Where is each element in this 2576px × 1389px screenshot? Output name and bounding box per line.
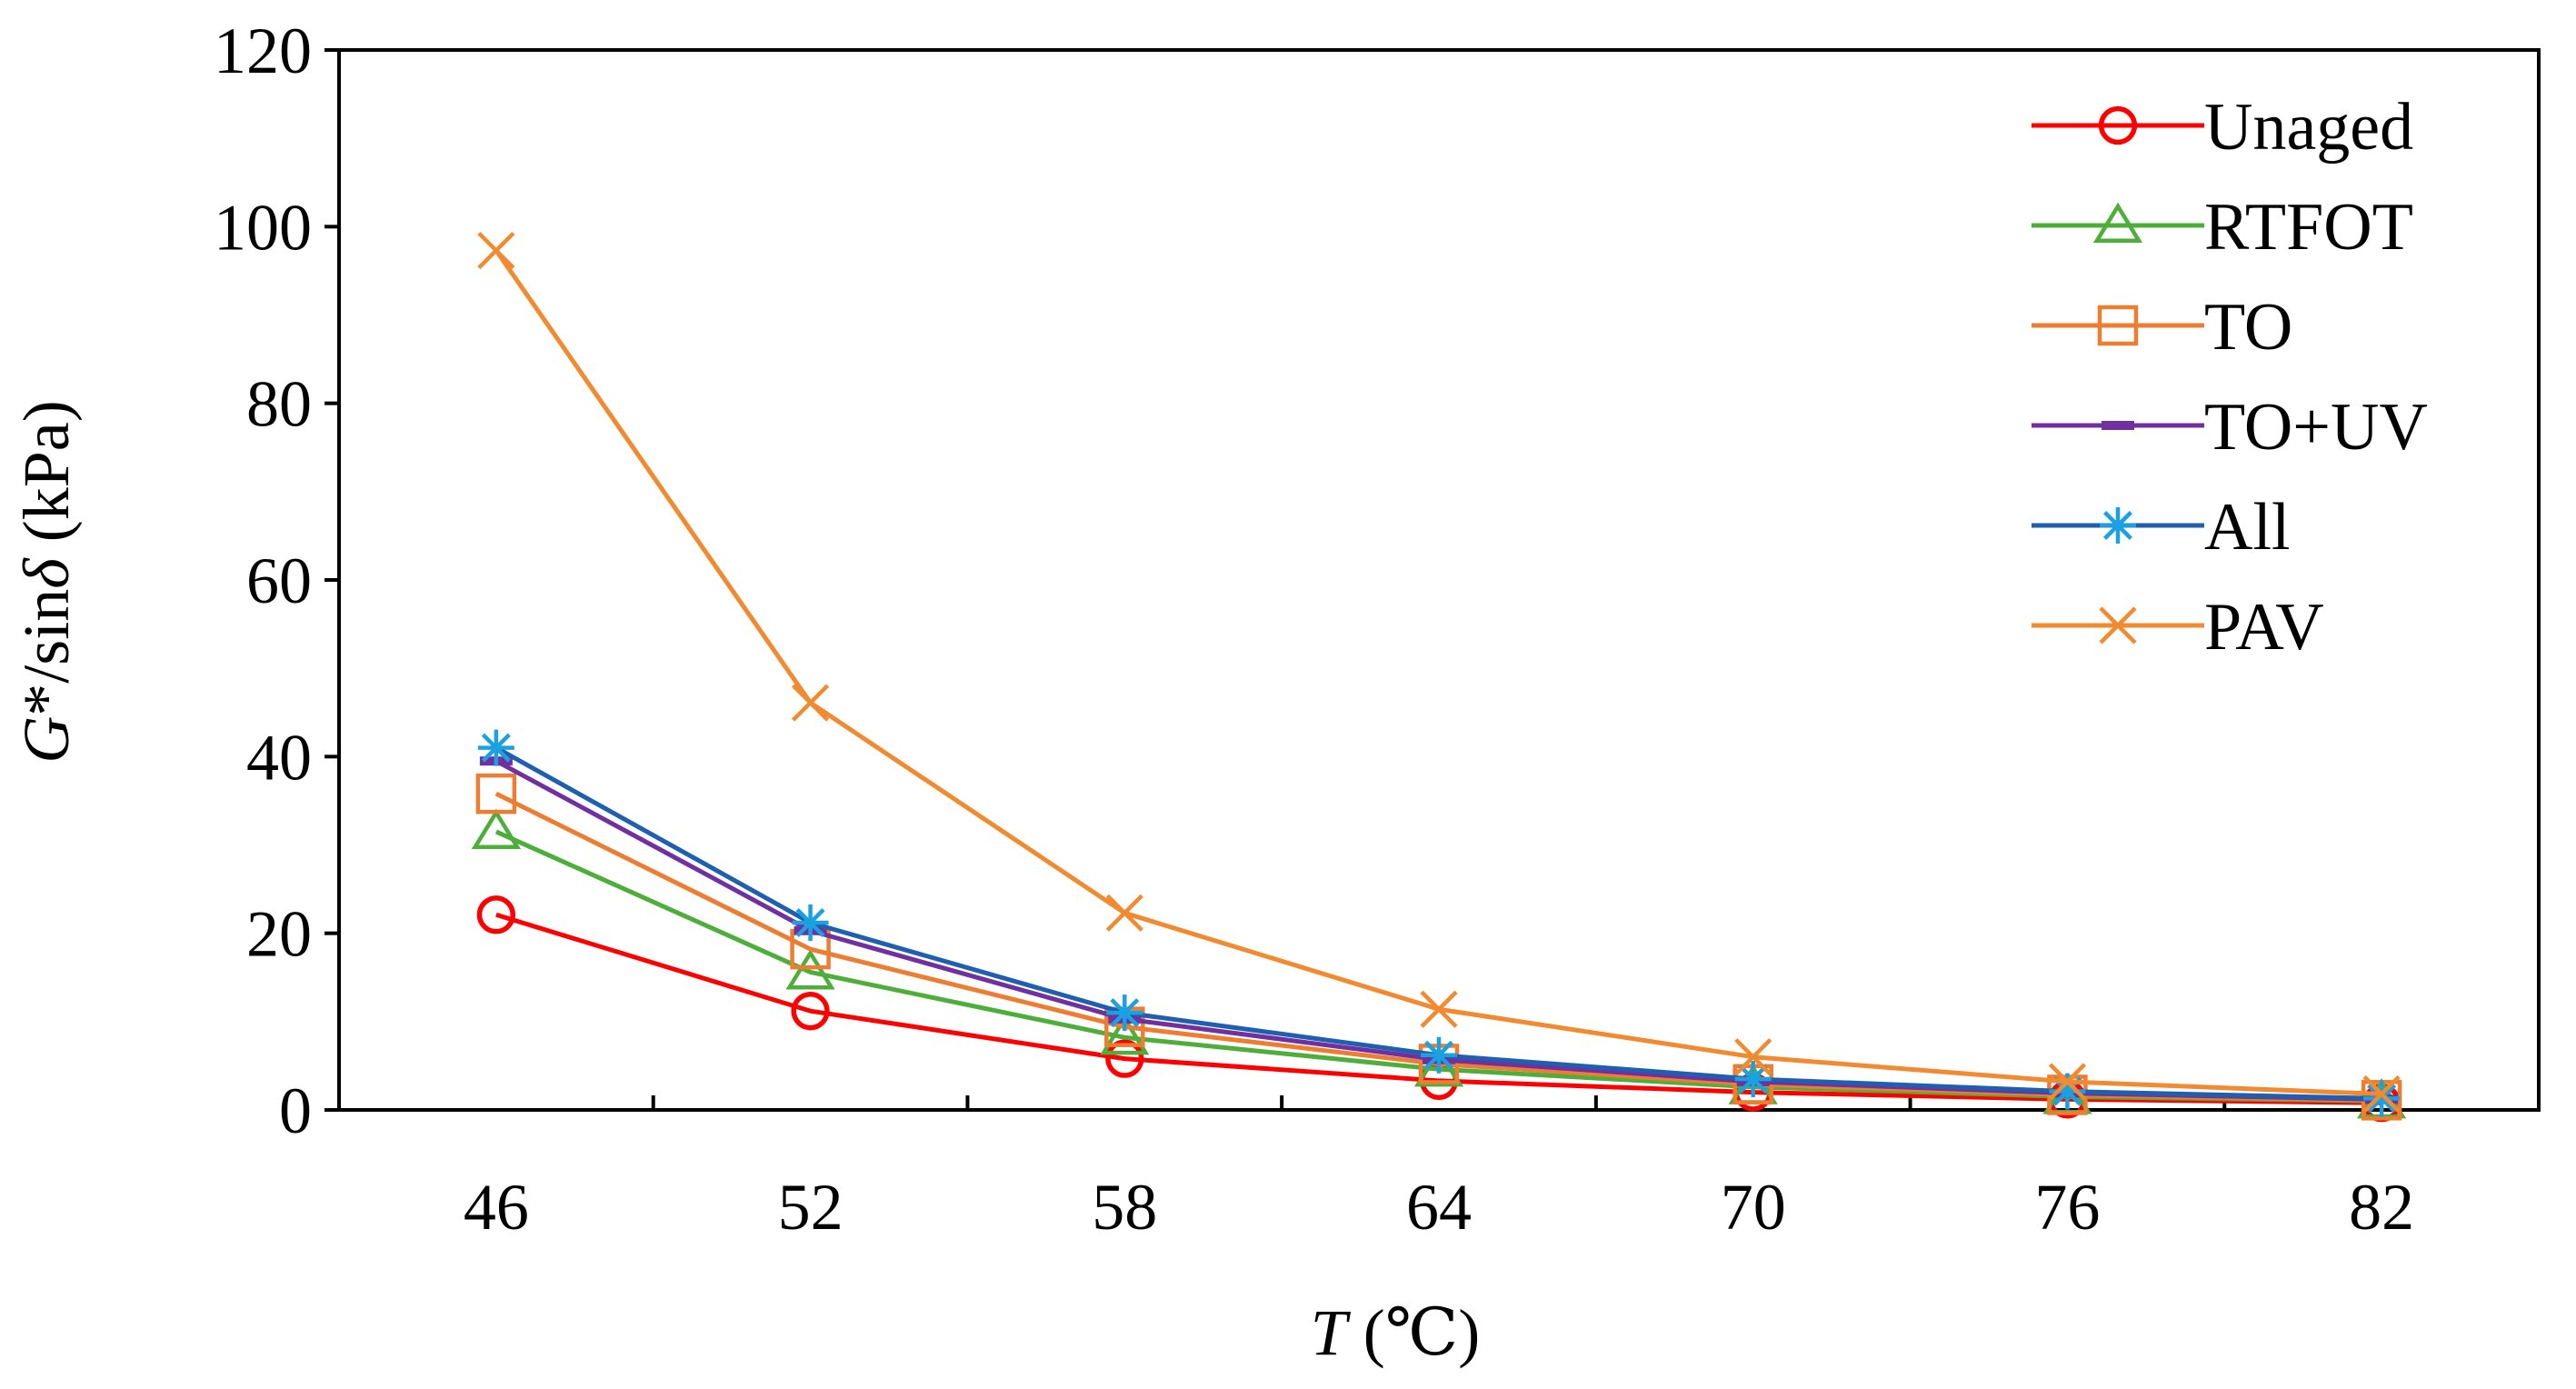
marker-stroke bbox=[1734, 1038, 1772, 1076]
data-point-rtfot bbox=[785, 949, 835, 990]
x-tick-label: 58 bbox=[1092, 1171, 1157, 1244]
x-tick-label: 82 bbox=[2349, 1171, 2414, 1244]
x-tick-label: 64 bbox=[1406, 1171, 1472, 1244]
y-tick-label: 120 bbox=[214, 15, 312, 87]
marker-stroke bbox=[2048, 1063, 2087, 1101]
y-tick-label: 0 bbox=[279, 1074, 312, 1147]
data-point-unaged bbox=[476, 895, 516, 934]
y-tick-label: 40 bbox=[246, 721, 312, 794]
data-point-pav bbox=[1734, 1038, 1772, 1076]
marker-stroke bbox=[481, 733, 511, 763]
data-point-pav bbox=[1420, 990, 1458, 1028]
data-point-rtfot bbox=[1100, 1014, 1150, 1055]
legend-label: TO+UV bbox=[2204, 390, 2428, 465]
data-point-pav bbox=[791, 684, 830, 722]
x-tick-label: 70 bbox=[1721, 1171, 1786, 1244]
y-tick-label: 60 bbox=[246, 545, 312, 617]
legend: Unaged RTFOT TO TO+UV All PAV bbox=[2032, 90, 2428, 665]
series-pav bbox=[477, 231, 2401, 1114]
legend-marker bbox=[2098, 105, 2138, 145]
marker-stroke bbox=[2099, 606, 2137, 645]
legend-item-to-uv: TO+UV bbox=[2032, 390, 2428, 465]
data-point-to bbox=[475, 773, 517, 814]
axes: 0 20 40 60 80 100 120 46 52 58 64 70 76 82 bbox=[214, 15, 2414, 1244]
data-point-all bbox=[792, 904, 829, 942]
marker-stroke bbox=[1424, 1040, 1453, 1070]
marker-stroke bbox=[795, 908, 825, 937]
y-tick-label: 80 bbox=[246, 368, 312, 441]
marker-stroke bbox=[1420, 990, 1458, 1028]
data-point-pav bbox=[1105, 894, 1143, 932]
x-tick-label: 46 bbox=[464, 1171, 529, 1244]
y-tick-label: 100 bbox=[214, 191, 312, 264]
marker-stroke bbox=[2103, 511, 2132, 540]
legend-item-all: All bbox=[2032, 490, 2291, 565]
x-tick-label: 76 bbox=[2034, 1171, 2100, 1244]
series-layer bbox=[471, 231, 2407, 1123]
legend-label: PAV bbox=[2204, 590, 2324, 665]
data-point-rtfot bbox=[471, 808, 521, 849]
y-axis-title: G*/sinδ (kPa) bbox=[10, 400, 83, 763]
legend-marker bbox=[2102, 421, 2134, 430]
legend-item-rtfot: RTFOT bbox=[2032, 190, 2413, 265]
marker-stroke bbox=[791, 684, 830, 722]
legend-marker bbox=[2100, 507, 2136, 544]
marker-stroke bbox=[1110, 998, 1140, 1028]
y-tick-label: 20 bbox=[246, 898, 312, 971]
legend-label: RTFOT bbox=[2204, 190, 2413, 265]
legend-label: TO bbox=[2204, 290, 2292, 365]
data-point-pav bbox=[2362, 1074, 2401, 1114]
x-axis-title: T (℃) bbox=[1311, 1296, 1481, 1369]
data-point-pav bbox=[477, 231, 515, 270]
data-point-unaged bbox=[791, 992, 830, 1031]
marker-stroke bbox=[2362, 1074, 2401, 1114]
data-point-all bbox=[1734, 1060, 1772, 1097]
marker-stroke bbox=[477, 231, 515, 270]
marker-stroke bbox=[2367, 1084, 2397, 1114]
marker-stroke bbox=[1105, 894, 1143, 932]
legend-label: Unaged bbox=[2204, 90, 2413, 165]
legend-item-to: TO bbox=[2032, 290, 2292, 365]
legend-marker bbox=[2097, 305, 2139, 346]
marker-stroke bbox=[1738, 1064, 1768, 1094]
legend-label: All bbox=[2204, 490, 2291, 565]
legend-item-pav: PAV bbox=[2032, 590, 2324, 665]
legend-marker bbox=[2092, 202, 2143, 244]
data-point-unaged bbox=[1105, 1039, 1144, 1078]
data-point-all bbox=[1421, 1036, 1457, 1074]
data-point-pav bbox=[2048, 1063, 2087, 1101]
data-point-all bbox=[477, 729, 514, 766]
legend-item-unaged: Unaged bbox=[2032, 90, 2413, 165]
legend-marker bbox=[2099, 606, 2137, 645]
data-point-all bbox=[2363, 1080, 2401, 1117]
data-point-all bbox=[1106, 994, 1143, 1032]
x-tick-label: 52 bbox=[778, 1171, 844, 1244]
